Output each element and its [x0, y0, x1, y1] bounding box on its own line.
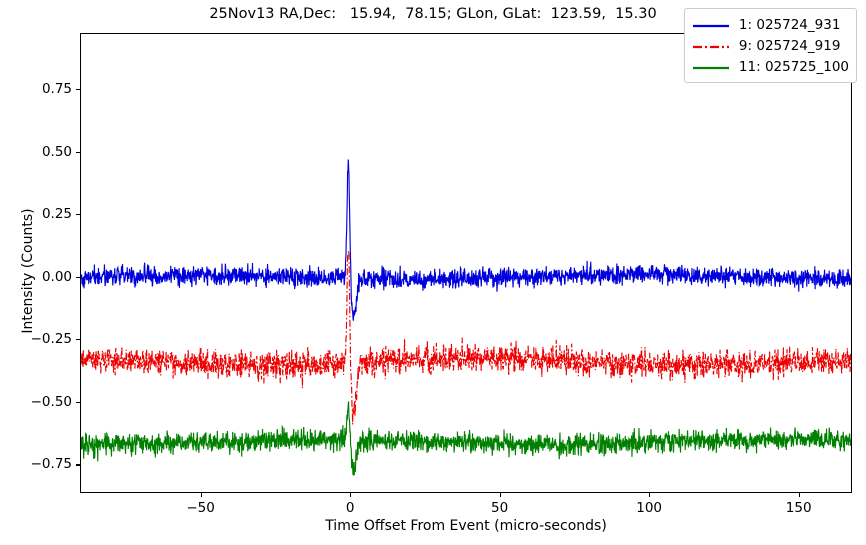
- legend-item[interactable]: 11: 025725_100: [692, 56, 849, 77]
- y-tick-label: 0.00: [41, 268, 72, 285]
- y-tick-label: 0.50: [41, 143, 72, 160]
- y-tick-mark: [76, 89, 80, 91]
- legend-line-swatch: [692, 60, 730, 74]
- series-canvas: [81, 159, 851, 476]
- x-tick-mark: [200, 493, 202, 497]
- x-tick-label: 100: [636, 500, 663, 516]
- x-tick-mark: [499, 493, 501, 497]
- x-tick-mark: [649, 493, 651, 497]
- legend-label: 9: 025724_919: [738, 37, 841, 54]
- y-tick-mark: [76, 401, 80, 403]
- legend-item[interactable]: 9: 025724_919: [692, 35, 849, 56]
- legend-label: 1: 025724_931: [738, 16, 841, 33]
- plot-axes: [80, 33, 852, 493]
- x-tick-label: 150: [785, 500, 812, 516]
- y-tick-label: 0.75: [41, 81, 72, 98]
- legend-item[interactable]: 1: 025724_931: [692, 14, 849, 35]
- data-series-line: [81, 248, 851, 425]
- y-tick-label: −0.25: [30, 331, 72, 348]
- x-tick-mark: [798, 493, 800, 497]
- y-tick-mark: [76, 339, 80, 341]
- data-series-line: [81, 401, 851, 476]
- x-tick-label: 50: [491, 500, 509, 516]
- y-tick-label: −0.75: [30, 456, 72, 473]
- y-tick-mark: [76, 464, 80, 466]
- legend-line-swatch: [692, 18, 730, 32]
- y-tick-mark: [76, 276, 80, 278]
- x-tick-mark: [350, 493, 352, 497]
- y-tick-mark: [76, 214, 80, 216]
- legend-line-swatch: [692, 39, 730, 53]
- y-tick-mark: [76, 151, 80, 153]
- x-tick-label: −50: [186, 500, 215, 516]
- x-axis-label: Time Offset From Event (micro-seconds): [325, 518, 607, 534]
- y-axis-label: Intensity (Counts): [20, 208, 36, 334]
- page-title: 25Nov13 RA,Dec: 15.94, 78.15; GLon, GLat…: [209, 6, 657, 22]
- y-tick-label: 0.25: [41, 206, 72, 223]
- data-series-line: [81, 159, 851, 321]
- legend: 1: 025724_931 9: 025724_919 11: 025725_100: [683, 8, 857, 83]
- legend-label: 11: 025725_100: [738, 58, 849, 75]
- y-tick-label: −0.50: [30, 393, 72, 410]
- x-tick-label: 0: [345, 500, 355, 516]
